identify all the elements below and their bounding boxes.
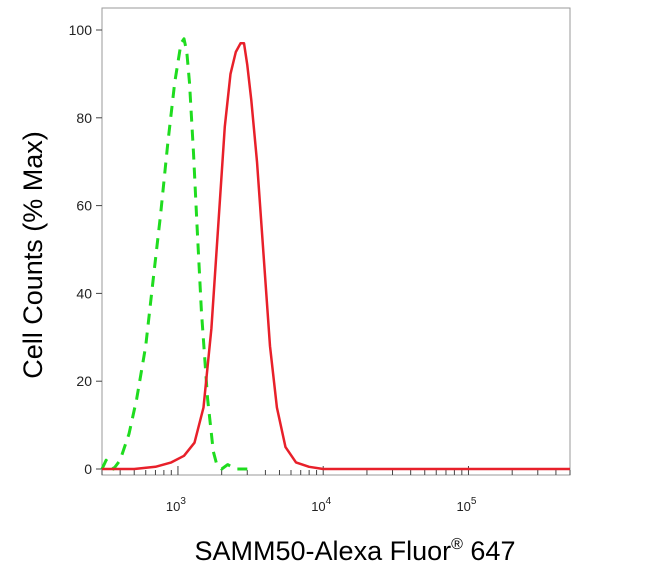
axis-labels: SAMM50-Alexa Fluor® 647 Cell Counts (% Ma… [18,131,515,566]
y-tick-label: 60 [76,198,92,214]
plot-frame [101,7,571,476]
series-layer [100,37,570,471]
x-tick-label: 105 [456,496,476,514]
axes [101,7,571,476]
x-tick-label: 103 [166,496,186,514]
ticks: 0 20 40 60 80 100 103 104 105 [69,22,571,514]
x-tick-label: 104 [311,496,331,514]
sample-histogram-line [102,41,570,471]
y-tick-label: 20 [76,373,92,389]
y-tick-label: 0 [84,461,92,477]
y-axis-label: Cell Counts (% Max) [18,131,48,379]
y-tick-label: 40 [76,285,92,301]
y-tick-label: 80 [76,110,92,126]
x-axis-label: SAMM50-Alexa Fluor® 647 [195,536,516,566]
y-tick-label: 100 [69,22,93,38]
control-histogram-line [100,37,248,471]
